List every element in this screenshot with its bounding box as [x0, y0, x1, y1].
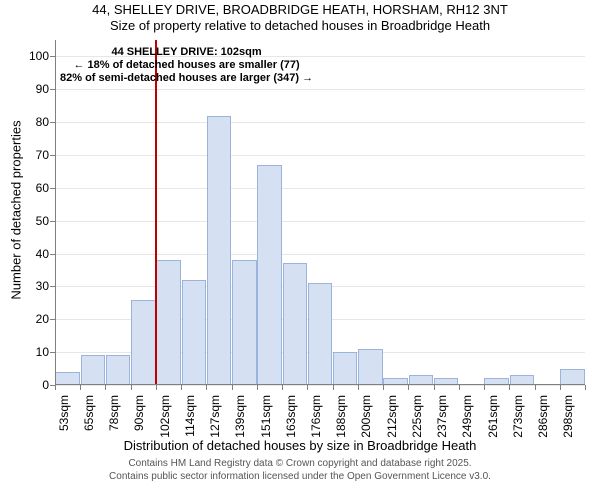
x-tick-mark [434, 385, 435, 390]
x-tick-label: 102sqm [158, 395, 172, 438]
x-tick-mark [560, 385, 561, 390]
grid-line [55, 254, 585, 255]
x-tick-label: 298sqm [561, 395, 575, 438]
reference-line [155, 40, 157, 385]
x-tick-label: 225sqm [410, 395, 424, 438]
x-tick-mark [459, 385, 460, 390]
x-tick-label: 65sqm [82, 395, 96, 431]
histogram-bar [156, 260, 180, 385]
callout-line-2: ← 18% of detached houses are smaller (77… [60, 59, 313, 72]
x-tick-label: 127sqm [208, 395, 222, 438]
x-tick-mark [232, 385, 233, 390]
y-tick-label: 100 [29, 49, 55, 63]
attribution-footer: Contains HM Land Registry data © Crown c… [0, 458, 600, 483]
grid-line [55, 155, 585, 156]
x-tick-mark [509, 385, 510, 390]
x-tick-mark [55, 385, 56, 390]
chart-title-line-1: 44, SHELLEY DRIVE, BROADBRIDGE HEATH, HO… [0, 2, 600, 18]
x-tick-mark [257, 385, 258, 390]
histogram-bar [257, 165, 281, 385]
x-tick-mark [408, 385, 409, 390]
x-tick-mark [80, 385, 81, 390]
x-tick-label: 249sqm [460, 395, 474, 438]
x-tick-label: 286sqm [536, 395, 550, 438]
histogram-bar [131, 300, 155, 385]
x-tick-mark [333, 385, 334, 390]
x-tick-label: 237sqm [435, 395, 449, 438]
chart-plot-area: 010203040506070809010053sqm65sqm78sqm90s… [55, 40, 585, 385]
property-callout: 44 SHELLEY DRIVE: 102sqm ← 18% of detach… [60, 46, 313, 86]
callout-line-3: 82% of semi-detached houses are larger (… [60, 72, 313, 85]
x-axis-title: Distribution of detached houses by size … [0, 438, 600, 453]
histogram-bar [207, 116, 231, 385]
x-tick-mark [585, 385, 586, 390]
grid-line [55, 122, 585, 123]
x-tick-label: 261sqm [486, 395, 500, 438]
y-axis-line [55, 40, 56, 385]
x-tick-label: 90sqm [132, 395, 146, 431]
x-tick-label: 78sqm [107, 395, 121, 431]
x-tick-label: 176sqm [309, 395, 323, 438]
chart-title-line-2: Size of property relative to detached ho… [0, 18, 600, 34]
y-tick-label: 60 [36, 181, 55, 195]
footer-line-1: Contains HM Land Registry data © Crown c… [0, 458, 600, 471]
x-tick-mark [206, 385, 207, 390]
histogram-bar [308, 283, 332, 385]
callout-line-1: 44 SHELLEY DRIVE: 102sqm [60, 46, 313, 59]
y-tick-label: 0 [42, 378, 55, 392]
grid-line [55, 89, 585, 90]
x-tick-mark [282, 385, 283, 390]
x-tick-mark [383, 385, 384, 390]
x-tick-label: 53sqm [57, 395, 71, 431]
histogram-bar [232, 260, 256, 385]
footer-line-2: Contains public sector information licen… [0, 471, 600, 484]
x-tick-mark [156, 385, 157, 390]
y-tick-label: 20 [36, 312, 55, 326]
y-tick-label: 80 [36, 115, 55, 129]
x-tick-mark [105, 385, 106, 390]
x-tick-label: 151sqm [259, 395, 273, 438]
x-tick-label: 188sqm [334, 395, 348, 438]
y-tick-label: 10 [36, 345, 55, 359]
histogram-bar [106, 355, 130, 385]
histogram-bar [358, 349, 382, 385]
histogram-bar [182, 280, 206, 385]
x-tick-label: 200sqm [359, 395, 373, 438]
x-tick-label: 114sqm [183, 395, 197, 437]
x-tick-mark [181, 385, 182, 390]
grid-line [55, 221, 585, 222]
x-tick-label: 163sqm [284, 395, 298, 438]
y-tick-label: 30 [36, 279, 55, 293]
y-tick-label: 40 [36, 247, 55, 261]
x-tick-mark [484, 385, 485, 390]
grid-line [55, 188, 585, 189]
histogram-bar [560, 369, 584, 385]
y-tick-label: 70 [36, 148, 55, 162]
x-tick-label: 273sqm [511, 395, 525, 438]
x-tick-mark [358, 385, 359, 390]
y-tick-label: 50 [36, 214, 55, 228]
x-tick-mark [307, 385, 308, 390]
histogram-bar [333, 352, 357, 385]
x-tick-label: 212sqm [385, 395, 399, 438]
y-tick-label: 90 [36, 82, 55, 96]
histogram-bar [283, 263, 307, 385]
y-axis-title: Number of detached properties [9, 120, 24, 299]
x-tick-mark [535, 385, 536, 390]
x-tick-mark [131, 385, 132, 390]
x-axis-line [55, 384, 585, 385]
histogram-bar [81, 355, 105, 385]
x-tick-label: 139sqm [233, 395, 247, 438]
grid-line [55, 385, 585, 386]
